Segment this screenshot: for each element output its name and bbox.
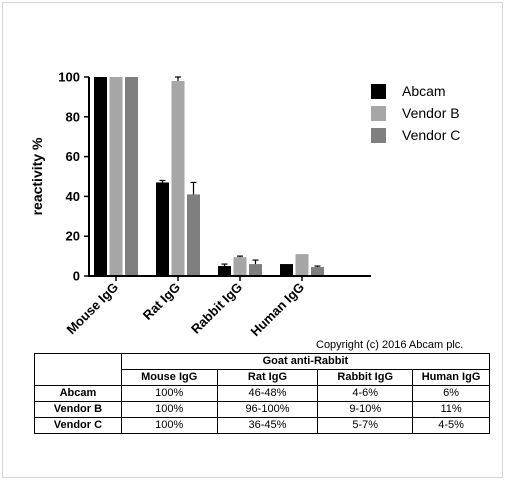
table-row-label: Vendor B <box>34 401 122 418</box>
bar <box>187 194 200 276</box>
table-cell: 11% <box>412 401 490 418</box>
bar <box>171 80 185 276</box>
table-row-label: Vendor C <box>34 417 122 434</box>
table-column-header: Rat IgG <box>216 369 319 386</box>
table-column-header: Rabbit IgG <box>317 369 414 386</box>
table-blank-cell <box>34 369 122 386</box>
table-corner-cell <box>34 353 122 370</box>
figure-frame <box>2 2 503 478</box>
table-row-label: Abcam <box>34 385 122 402</box>
bar <box>249 264 262 276</box>
table-cell: 5-7% <box>317 417 414 434</box>
bar <box>125 77 138 276</box>
table-cell: 46-48% <box>216 385 319 402</box>
y-tick-label: 20 <box>66 229 80 244</box>
table-column-header-row: Mouse IgG Rat IgG Rabbit IgG Human IgG <box>34 369 490 386</box>
bar <box>233 257 247 276</box>
table-cell: 4-6% <box>317 385 414 402</box>
reactivity-table: Goat anti-Rabbit Mouse IgG Rat IgG Rabbi… <box>34 353 491 434</box>
bar <box>94 77 107 276</box>
table-row: Abcam 100% 46-48% 4-6% 6% <box>34 385 490 402</box>
table-cell: 100% <box>120 385 218 402</box>
bar-chart: 0 20 40 60 80 100 reactivity % Mouse IgG Rat IgG… <box>29 70 460 340</box>
x-tick-label: Human IgG <box>247 280 307 340</box>
y-tick-label: 100 <box>58 70 80 85</box>
x-tick-label: Rat IgG <box>140 280 183 323</box>
table-cell: 100% <box>120 401 218 418</box>
y-axis-label: reactivity % <box>29 137 45 215</box>
table-group-header-row: Goat anti-Rabbit <box>34 353 491 370</box>
table-group-header: Goat anti-Rabbit <box>120 353 491 370</box>
y-tick-label: 60 <box>66 149 80 164</box>
table-row: Vendor B 100% 96-100% 9-10% 11% <box>34 401 490 418</box>
table-cell: 96-100% <box>216 401 319 418</box>
bar <box>156 182 169 276</box>
table-cell: 9-10% <box>317 401 414 418</box>
table-column-header: Human IgG <box>412 369 490 386</box>
bar <box>295 254 309 276</box>
copyright-text: Copyright (c) 2016 Abcam plc. <box>316 339 464 351</box>
bar <box>109 77 123 276</box>
y-tick-label: 40 <box>66 189 80 204</box>
table-cell: 100% <box>120 417 218 434</box>
bar <box>280 264 293 276</box>
table-column-header: Mouse IgG <box>120 369 218 386</box>
legend-swatch <box>371 106 386 121</box>
x-tick-label: Mouse IgG <box>64 280 122 338</box>
x-tick-label: Rabbit IgG <box>188 280 245 337</box>
table-cell: 4-5% <box>412 417 490 434</box>
legend-label: Abcam <box>402 83 446 99</box>
table-cell: 6% <box>412 385 490 402</box>
legend-swatch <box>371 84 386 99</box>
legend-label: Vendor C <box>402 127 460 143</box>
table-cell: 36-45% <box>216 417 319 434</box>
table-row: Vendor C 100% 36-45% 5-7% 4-5% <box>34 417 490 434</box>
y-tick-label: 80 <box>66 109 80 124</box>
legend-swatch <box>371 128 386 143</box>
bar <box>218 266 231 276</box>
bar <box>311 267 324 276</box>
legend-label: Vendor B <box>402 105 460 121</box>
y-tick-label: 0 <box>73 269 80 284</box>
